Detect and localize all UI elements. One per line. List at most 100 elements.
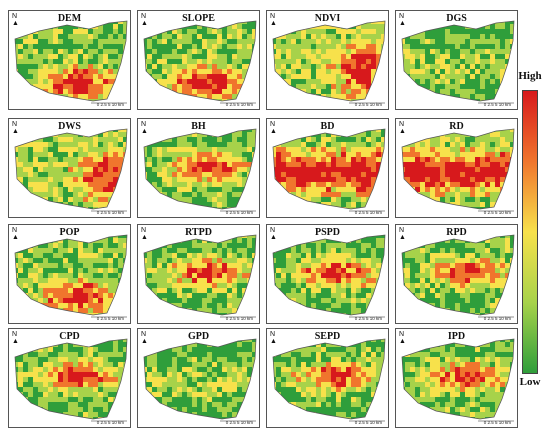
map-cell	[212, 59, 218, 65]
map-cell	[38, 187, 44, 193]
map-cell	[187, 318, 192, 323]
map-cell	[48, 273, 54, 279]
map-cell	[470, 69, 476, 75]
map-cell	[351, 288, 357, 294]
map-cell	[450, 54, 456, 60]
map-cell	[177, 207, 183, 209]
map-cell	[237, 64, 243, 70]
map-cell	[18, 84, 24, 90]
map-cell	[108, 74, 114, 80]
map-cell	[366, 54, 372, 60]
map-cell	[485, 248, 491, 254]
map-cell	[167, 49, 173, 55]
map-cell	[187, 64, 193, 70]
map-cell	[43, 69, 49, 75]
map-cell	[144, 79, 148, 85]
map-cell	[18, 197, 24, 203]
map-cell	[167, 298, 173, 304]
map-cell	[18, 313, 24, 315]
map-cell	[420, 142, 426, 148]
map-cell	[402, 207, 406, 209]
map-cell	[273, 293, 277, 299]
map-cell	[252, 152, 256, 158]
map-cell	[192, 79, 198, 85]
map-cell	[346, 273, 352, 279]
map-cell	[28, 278, 34, 284]
map-cell	[88, 59, 94, 65]
map-cell	[306, 283, 312, 289]
map-cell	[252, 258, 256, 264]
map-cell	[167, 172, 173, 178]
map-cell	[43, 263, 49, 269]
map-cell	[23, 248, 29, 254]
map-cell	[480, 207, 486, 209]
map-cell	[291, 89, 297, 95]
map-cell	[187, 182, 193, 188]
map-cell	[103, 44, 109, 50]
map-cell	[152, 157, 158, 163]
map-cell	[480, 84, 486, 90]
map-cell	[321, 79, 327, 85]
map-cell	[38, 69, 44, 75]
map-cell	[321, 172, 327, 178]
map-cell	[465, 253, 471, 259]
map-cell	[202, 268, 208, 274]
map-cell	[371, 238, 377, 244]
map-cell	[172, 308, 178, 314]
map-cell	[147, 212, 152, 217]
map-cell	[281, 29, 287, 35]
map-cell	[500, 238, 506, 244]
map-cell	[227, 172, 233, 178]
map-cell	[33, 202, 39, 208]
map-cell	[167, 64, 173, 70]
map-cell	[455, 248, 461, 254]
map-cell	[128, 308, 131, 313]
map-cell	[147, 313, 153, 315]
map-cell	[222, 99, 228, 101]
map-cell	[222, 268, 228, 274]
map-cell	[73, 137, 79, 143]
map-cell	[98, 132, 104, 138]
map-cell	[162, 99, 168, 101]
region-outline	[272, 128, 386, 210]
map-cell	[192, 132, 198, 138]
map-cell	[207, 313, 213, 315]
map-cell	[490, 49, 496, 55]
map-cell	[371, 172, 377, 178]
map-cell	[273, 54, 277, 60]
map-cell	[108, 263, 114, 269]
map-cell	[68, 238, 74, 244]
map-cell	[402, 182, 406, 188]
map-cell	[217, 69, 223, 75]
map-cell	[316, 147, 322, 153]
map-cell	[430, 182, 436, 188]
map-cell	[316, 167, 322, 173]
map-cell	[381, 283, 385, 289]
map-cell	[182, 79, 188, 85]
map-cell	[306, 263, 312, 269]
map-cell	[286, 69, 292, 75]
map-cell	[291, 54, 297, 60]
map-cell	[296, 69, 302, 75]
map-cell	[48, 69, 54, 75]
map-cell	[455, 212, 460, 217]
map-cell	[15, 182, 19, 188]
map-cell	[455, 243, 461, 249]
map-cell	[410, 263, 416, 269]
map-cell	[177, 137, 183, 143]
map-cell	[371, 253, 377, 259]
map-cell	[455, 238, 461, 244]
map-cell	[157, 94, 163, 100]
map-cell	[232, 137, 238, 143]
map-cell	[281, 54, 287, 60]
map-cell	[207, 202, 213, 208]
map-cell	[281, 303, 287, 309]
map-cell	[273, 243, 277, 249]
map-cell	[157, 104, 162, 109]
map-cell	[296, 283, 302, 289]
map-cell	[242, 39, 248, 45]
map-cell	[157, 162, 163, 168]
map-cell	[316, 253, 322, 259]
map-cell	[152, 54, 158, 60]
map-cell	[450, 212, 455, 217]
